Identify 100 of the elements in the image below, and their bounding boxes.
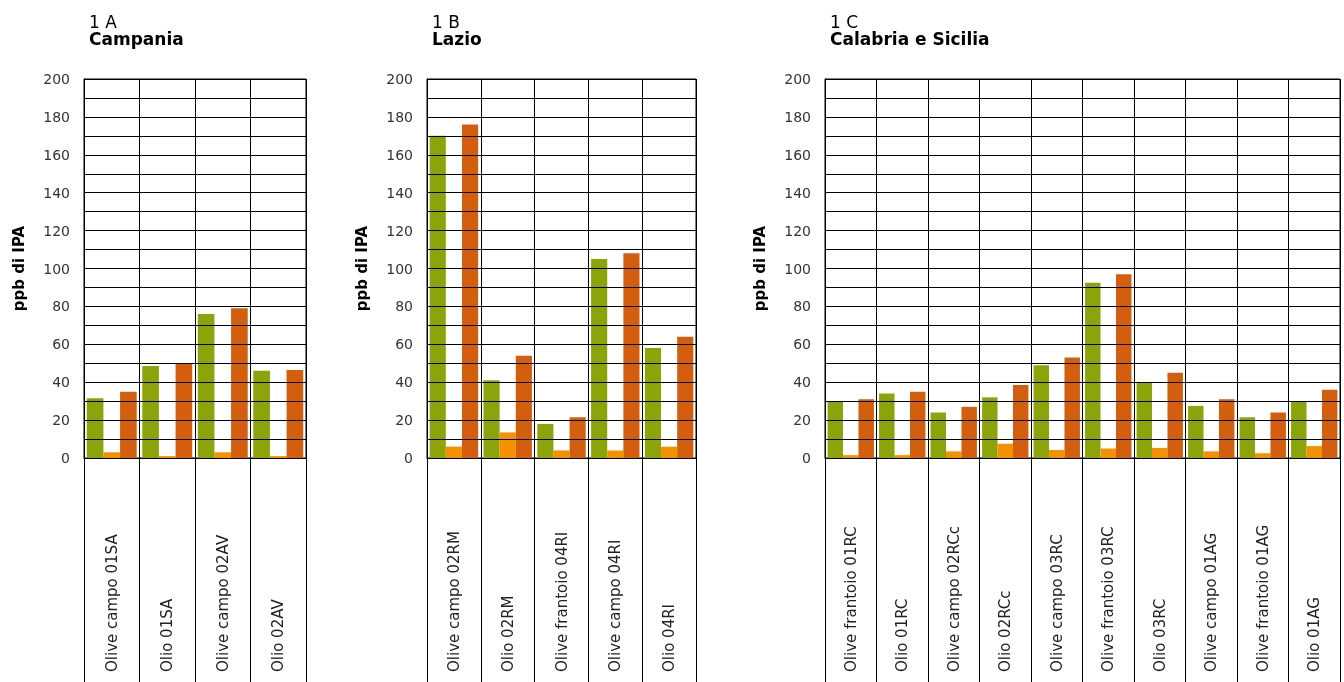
bar xyxy=(175,363,193,458)
bar xyxy=(1064,357,1080,458)
bar xyxy=(843,455,859,458)
bar xyxy=(1033,365,1050,458)
x-tick-label: Olio 01SA xyxy=(158,598,177,672)
y-axis-title: ppb di IPA xyxy=(352,225,371,312)
y-tick-label: 0 xyxy=(404,450,413,466)
bar xyxy=(1152,447,1168,458)
y-tick-label: 40 xyxy=(793,374,811,391)
bar xyxy=(930,412,947,458)
x-tick-label: Olio 01RC xyxy=(893,598,912,672)
bar xyxy=(894,455,910,458)
y-tick-label: 60 xyxy=(793,336,811,353)
x-tick-label: Olive campo 01AG xyxy=(1202,532,1221,672)
x-tick-label: Olio 03RC xyxy=(1150,598,1169,672)
bar xyxy=(1321,389,1338,458)
x-tick-label: Olio 04RI xyxy=(660,603,679,672)
y-axis-title: ppb di IPA xyxy=(9,225,28,312)
bar xyxy=(997,443,1013,458)
y-tick-label: 100 xyxy=(43,260,70,277)
bar xyxy=(1188,405,1204,458)
y-tick-label: 120 xyxy=(784,222,811,239)
y-tick-label: 160 xyxy=(43,146,70,163)
x-tick-label: Olive campo 01SA xyxy=(102,533,121,672)
x-tick-label: Olive frantoio 03RC xyxy=(1099,526,1118,672)
y-tick-label: 0 xyxy=(61,450,70,466)
bar xyxy=(569,417,586,458)
x-tick-label: Olive campo 04RI xyxy=(606,539,625,672)
y-tick-label: 40 xyxy=(395,374,413,391)
y-tick-label: 60 xyxy=(52,336,70,353)
bar xyxy=(142,366,159,458)
y-tick-label: 160 xyxy=(784,146,811,163)
y-tick-label: 140 xyxy=(43,184,70,201)
bar xyxy=(961,406,977,458)
bar xyxy=(1012,385,1029,458)
y-tick-label: 80 xyxy=(395,298,413,315)
bar xyxy=(1270,412,1286,458)
bar xyxy=(429,135,446,458)
x-tick-label: Olive frantoio 01RC xyxy=(841,526,860,672)
y-tick-label: 200 xyxy=(43,71,70,87)
y-tick-label: 80 xyxy=(793,298,811,315)
bar xyxy=(1306,446,1322,458)
bar xyxy=(253,370,270,458)
y-tick-label: 40 xyxy=(52,374,70,391)
bar xyxy=(214,452,232,458)
bar xyxy=(1136,382,1153,458)
bar xyxy=(879,393,895,458)
bar xyxy=(120,391,137,458)
y-tick-label: 20 xyxy=(52,412,70,429)
y-tick-label: 140 xyxy=(784,184,811,201)
y-tick-label: 80 xyxy=(52,298,70,315)
bar xyxy=(827,401,844,458)
y-tick-label: 180 xyxy=(784,108,811,125)
bar xyxy=(553,450,570,458)
bar xyxy=(1203,451,1219,458)
y-tick-label: 20 xyxy=(793,412,811,429)
bar xyxy=(607,450,624,458)
y-tick-label: 120 xyxy=(43,222,70,239)
x-tick-label: Olive campo 03RC xyxy=(1047,534,1066,672)
x-tick-label: Olive campo 02RCc xyxy=(944,525,963,672)
y-tick-label: 180 xyxy=(43,108,70,125)
bar xyxy=(909,391,926,458)
y-tick-label: 20 xyxy=(395,412,413,429)
bar xyxy=(86,398,104,458)
bar xyxy=(1239,417,1256,458)
bar xyxy=(1167,372,1183,458)
bar xyxy=(982,397,998,458)
bar xyxy=(1085,282,1101,458)
bar xyxy=(515,355,532,458)
y-tick-label: 180 xyxy=(386,108,413,125)
x-tick-label: Olio 01AG xyxy=(1305,597,1324,672)
x-tick-label: Olive campo 02RM xyxy=(444,531,463,672)
bar xyxy=(1049,450,1065,458)
bar xyxy=(445,446,462,458)
y-axis-title: ppb di IPA xyxy=(750,225,769,312)
y-tick-label: 140 xyxy=(386,184,413,201)
bar xyxy=(946,451,962,458)
y-tick-label: 60 xyxy=(395,336,413,353)
x-tick-label: Olio 02AV xyxy=(269,598,288,672)
x-tick-label: Olive campo 02AV xyxy=(213,534,232,672)
y-tick-label: 200 xyxy=(386,71,413,87)
bar xyxy=(623,253,640,458)
x-tick-label: Olio 02RCc xyxy=(996,590,1015,672)
bar xyxy=(499,432,516,458)
x-tick-label: Olive frantoio 01AG xyxy=(1253,524,1272,672)
y-tick-label: 120 xyxy=(386,222,413,239)
bar xyxy=(1100,448,1116,458)
y-tick-label: 160 xyxy=(386,146,413,163)
bar xyxy=(537,423,554,458)
y-tick-label: 0 xyxy=(802,450,811,466)
bar xyxy=(1218,399,1235,458)
y-tick-label: 200 xyxy=(784,71,811,87)
x-tick-label: Olive frantoio 04RI xyxy=(552,531,571,672)
bar xyxy=(231,308,248,458)
bar xyxy=(197,313,215,458)
y-tick-label: 100 xyxy=(784,260,811,277)
bar xyxy=(858,399,874,458)
bar xyxy=(1291,401,1307,458)
bar xyxy=(591,259,608,458)
bar xyxy=(1255,453,1271,458)
